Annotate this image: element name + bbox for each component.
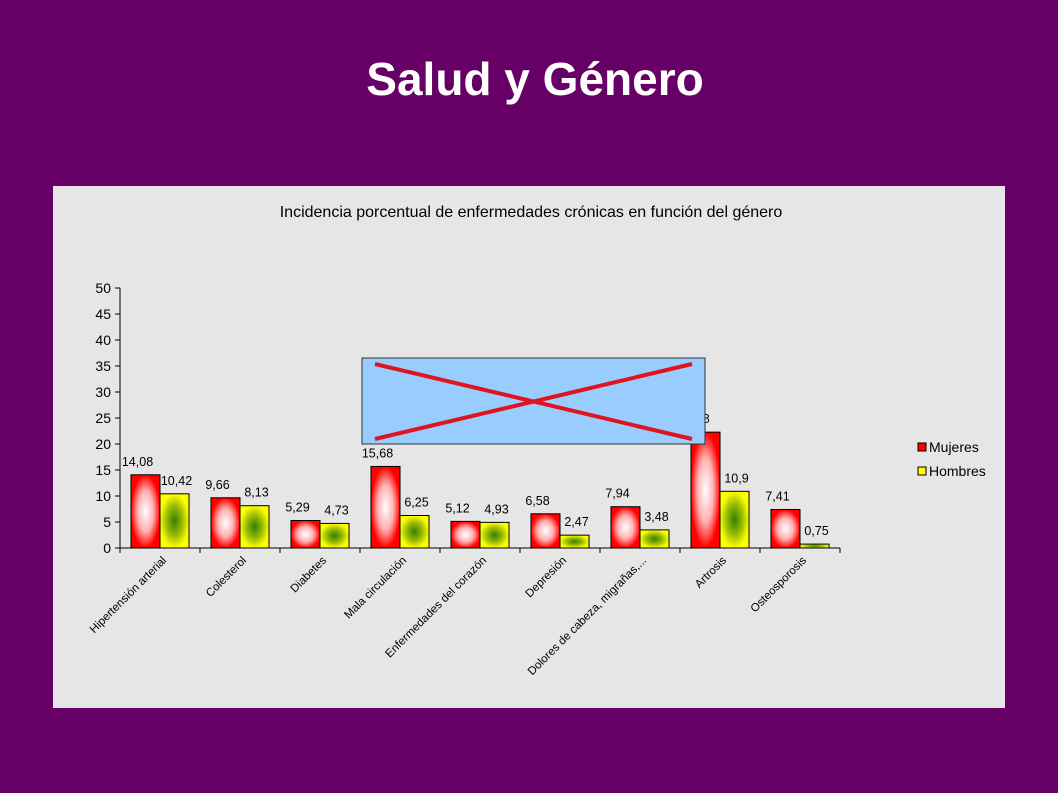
category-label: Depresión	[524, 555, 570, 601]
data-label-hombres: 10,42	[161, 474, 192, 488]
category-label: Artrosis	[693, 554, 729, 590]
bar-hombres	[239, 505, 270, 549]
y-tick-label: 50	[95, 280, 111, 296]
y-tick-label: 10	[95, 488, 111, 504]
data-label-mujeres: 7,94	[605, 487, 629, 501]
data-label-hombres: 8,13	[244, 486, 268, 500]
bar-hombres	[719, 490, 750, 549]
bar-hombres	[479, 521, 510, 549]
y-tick-label: 15	[95, 462, 111, 478]
category-label: Colesterol	[204, 555, 249, 600]
legend-label-hombres: Hombres	[929, 463, 986, 479]
data-label-hombres: 4,73	[324, 503, 348, 517]
data-label-hombres: 0,75	[804, 524, 828, 538]
cross-line-2	[374, 362, 693, 441]
category-label: Mala circulación	[342, 555, 409, 622]
chart-title: Incidencia porcentual de enfermedades cr…	[280, 204, 783, 221]
bar-mujeres	[290, 519, 321, 549]
category-label: Hipertensión arterial	[88, 555, 169, 636]
data-label-hombres: 6,25	[404, 496, 428, 510]
category-label: Osteosporosis	[749, 554, 810, 615]
bar-hombres	[639, 529, 670, 549]
y-tick-label: 35	[95, 358, 111, 374]
bar-mujeres	[130, 474, 161, 549]
bar-mujeres	[450, 520, 481, 549]
data-label-hombres: 3,48	[644, 510, 668, 524]
y-tick-label: 25	[95, 410, 111, 426]
legend-label-mujeres: Mujeres	[929, 439, 979, 455]
y-tick-label: 45	[95, 306, 111, 322]
data-label-mujeres: 5,12	[445, 501, 469, 515]
bar-hombres	[399, 515, 430, 549]
bar-mujeres	[210, 497, 241, 549]
bar-hombres	[319, 522, 350, 549]
data-label-mujeres: 9,66	[205, 478, 229, 492]
bar-mujeres	[530, 513, 561, 549]
bar-mujeres	[690, 431, 721, 549]
bar-hombres	[159, 493, 190, 549]
bar-mujeres	[610, 506, 641, 549]
bar-chart: Incidencia porcentual de enfermedades cr…	[88, 204, 986, 678]
chart-panel: Incidencia porcentual de enfermedades cr…	[53, 186, 1005, 708]
bar-mujeres	[770, 508, 801, 549]
legend-swatch-hombres	[917, 466, 927, 476]
data-label-mujeres: 15,68	[362, 446, 393, 460]
slide-title: Salud y Género	[366, 53, 704, 105]
bar-hombres	[799, 543, 830, 549]
legend-swatch-mujeres	[917, 442, 927, 452]
bar-mujeres	[370, 465, 401, 549]
placeholder-image-box	[361, 357, 706, 445]
data-label-hombres: 10,9	[724, 471, 748, 485]
data-label-mujeres: 7,41	[765, 489, 789, 503]
y-tick-label: 20	[95, 436, 111, 452]
data-label-hombres: 4,93	[484, 502, 508, 516]
bar-hombres	[559, 534, 590, 549]
data-label-mujeres: 6,58	[525, 494, 549, 508]
y-tick-label: 40	[95, 332, 111, 348]
y-tick-label: 0	[103, 540, 111, 556]
data-label-mujeres: 14,08	[122, 455, 153, 469]
y-tick-label: 30	[95, 384, 111, 400]
data-label-mujeres: 5,29	[285, 500, 309, 514]
data-label-hombres: 2,47	[564, 515, 588, 529]
y-tick-label: 5	[103, 514, 111, 530]
category-label: Diabetes	[289, 554, 330, 595]
